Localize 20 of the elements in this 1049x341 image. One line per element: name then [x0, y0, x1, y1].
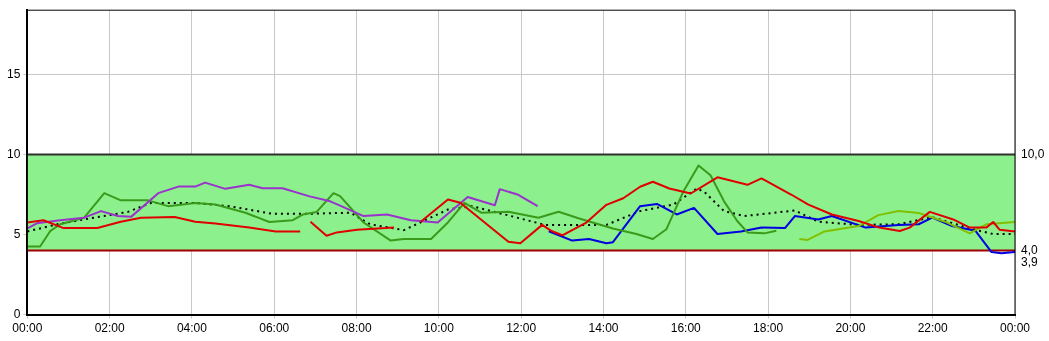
ref-line-label: 4,0: [1021, 242, 1039, 257]
annotation: 3,9: [1021, 255, 1039, 270]
x-tick-label: 16:00: [670, 321, 702, 336]
x-tick-label: 04:00: [176, 321, 208, 336]
x-tick-label: 06:00: [259, 321, 290, 336]
x-tick-label: 20:00: [835, 321, 866, 336]
y-tick-label: 0: [13, 306, 21, 321]
x-tick-label: 18:00: [753, 321, 784, 336]
ref-line-label: 10,0: [1021, 146, 1045, 161]
x-tick-label: 00:00: [12, 321, 43, 336]
x-tick-label: 22:00: [917, 321, 949, 336]
x-tick-label: 12:00: [506, 321, 537, 336]
x-tick-label: 00:00: [999, 321, 1031, 336]
x-tick-label: 08:00: [341, 321, 372, 336]
y-tick-label: 15: [6, 66, 21, 81]
y-tick-label: 10: [6, 146, 21, 161]
x-tick-label: 10:00: [423, 321, 455, 336]
x-tick-label: 14:00: [588, 321, 619, 336]
y-tick-label: 5: [13, 226, 21, 241]
x-tick-label: 02:00: [94, 321, 125, 336]
